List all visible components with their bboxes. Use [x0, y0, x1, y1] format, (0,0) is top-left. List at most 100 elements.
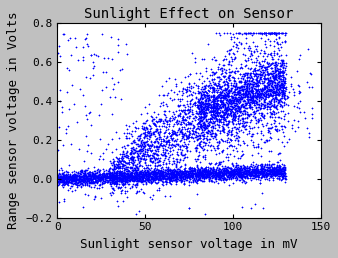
- Point: [265, 65, 270, 69]
- Point: [267, 138, 272, 142]
- Point: [280, 82, 285, 86]
- Point: [107, 174, 113, 178]
- Point: [100, 178, 106, 182]
- Point: [269, 88, 275, 92]
- Point: [249, 172, 254, 176]
- Point: [259, 167, 264, 171]
- Point: [227, 52, 232, 56]
- Point: [109, 161, 114, 165]
- Point: [196, 90, 201, 94]
- Point: [282, 79, 288, 83]
- Point: [101, 175, 106, 179]
- Point: [255, 131, 260, 135]
- Point: [258, 95, 264, 99]
- Point: [239, 177, 244, 181]
- Point: [245, 76, 250, 80]
- Point: [179, 153, 185, 157]
- Point: [163, 180, 168, 184]
- Point: [206, 97, 211, 101]
- Point: [242, 124, 248, 128]
- Point: [269, 80, 274, 85]
- Point: [153, 151, 159, 156]
- Point: [276, 160, 281, 164]
- Point: [73, 170, 79, 174]
- Point: [281, 96, 286, 100]
- Point: [209, 172, 214, 176]
- Point: [125, 178, 131, 182]
- Point: [210, 85, 216, 89]
- Point: [91, 174, 97, 178]
- Point: [239, 97, 244, 101]
- Point: [281, 172, 286, 176]
- Point: [205, 103, 210, 107]
- Point: [236, 173, 242, 177]
- Point: [217, 171, 222, 175]
- Point: [193, 133, 198, 137]
- Point: [187, 133, 192, 137]
- Point: [221, 170, 227, 174]
- Point: [71, 175, 76, 179]
- Point: [200, 168, 205, 172]
- Point: [238, 41, 243, 45]
- Point: [139, 164, 145, 168]
- Point: [164, 174, 169, 178]
- Point: [208, 119, 213, 123]
- Point: [241, 170, 246, 174]
- Point: [199, 179, 204, 183]
- Point: [82, 172, 88, 176]
- Point: [140, 154, 145, 158]
- Point: [153, 178, 159, 182]
- Point: [218, 115, 223, 119]
- Point: [185, 102, 190, 107]
- Point: [254, 60, 259, 64]
- Point: [244, 106, 250, 110]
- Point: [206, 105, 211, 109]
- Point: [161, 160, 166, 164]
- Point: [238, 173, 244, 178]
- Point: [155, 149, 161, 154]
- Point: [276, 90, 282, 94]
- Point: [167, 171, 172, 175]
- Point: [94, 178, 100, 182]
- Point: [269, 81, 275, 85]
- Point: [73, 180, 79, 184]
- Point: [184, 176, 190, 180]
- Point: [169, 152, 175, 156]
- Point: [161, 158, 166, 162]
- Point: [237, 96, 242, 101]
- Point: [56, 176, 61, 180]
- Point: [131, 171, 137, 175]
- Point: [276, 176, 282, 181]
- Point: [121, 144, 127, 148]
- Point: [255, 92, 260, 96]
- Point: [234, 103, 239, 107]
- Point: [214, 97, 219, 101]
- Point: [225, 76, 231, 80]
- Point: [280, 165, 285, 169]
- Point: [264, 123, 269, 127]
- Point: [174, 118, 179, 122]
- Point: [128, 172, 134, 176]
- Point: [134, 135, 140, 140]
- Point: [198, 105, 203, 109]
- Point: [150, 130, 155, 134]
- Point: [109, 174, 115, 178]
- Point: [228, 99, 234, 103]
- Point: [136, 136, 142, 141]
- Point: [204, 171, 210, 175]
- Point: [269, 90, 275, 94]
- Point: [111, 159, 117, 163]
- Point: [203, 175, 209, 179]
- Point: [129, 175, 135, 179]
- Point: [263, 97, 268, 101]
- Point: [146, 175, 152, 179]
- Point: [145, 153, 151, 157]
- Point: [140, 172, 146, 176]
- Point: [97, 154, 103, 158]
- Point: [135, 182, 140, 186]
- Point: [261, 74, 266, 78]
- Point: [150, 169, 156, 173]
- Point: [155, 131, 160, 135]
- Point: [268, 71, 273, 75]
- Point: [154, 176, 159, 181]
